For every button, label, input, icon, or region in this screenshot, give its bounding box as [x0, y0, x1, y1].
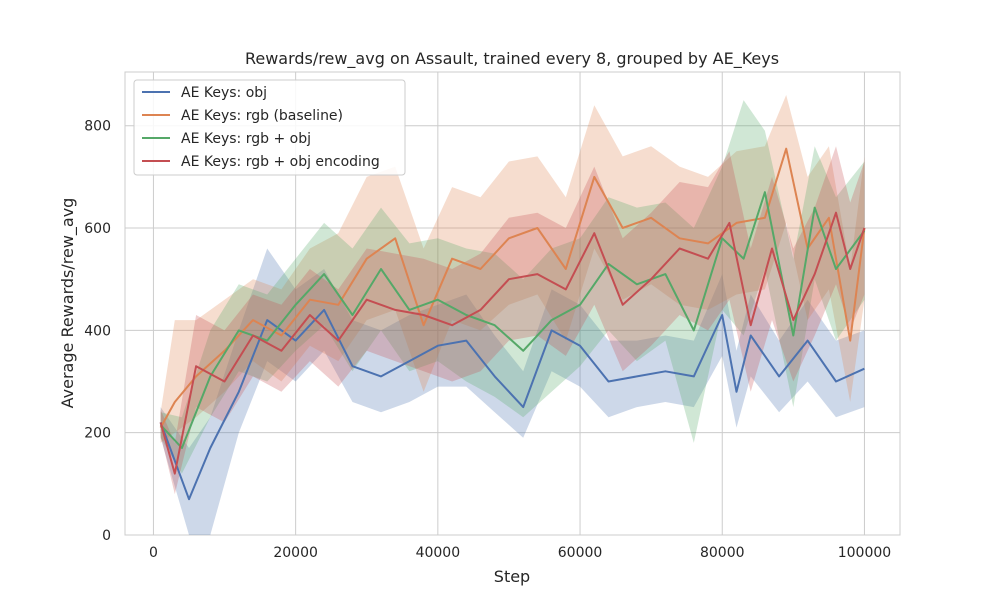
- y-tick-label: 400: [84, 323, 111, 339]
- band-series-3: [160, 146, 865, 495]
- line-series-3: [159, 211, 866, 475]
- band-series-0: [160, 248, 865, 535]
- line-series-0: [159, 308, 865, 501]
- legend: AE Keys: obj AE Keys: rgb (baseline) AE Ke…: [133, 79, 406, 176]
- legend-label: AE Keys: rgb + obj: [181, 131, 311, 147]
- confidence-bands: [160, 95, 865, 535]
- line-series-2: [159, 191, 866, 449]
- legend-box: [133, 79, 406, 176]
- legend-label: AE Keys: rgb + obj encoding: [181, 154, 380, 170]
- y-tick-label: 0: [102, 528, 111, 544]
- x-tick-label: 100000: [838, 545, 891, 561]
- series-lines: [159, 147, 866, 501]
- band-series-2: [160, 100, 865, 474]
- legend-label: AE Keys: rgb (baseline): [181, 108, 343, 124]
- y-tick-label: 800: [84, 119, 111, 135]
- legend-label: AE Keys: obj: [181, 85, 267, 101]
- x-axis-label: Step: [494, 567, 530, 586]
- band-series-1: [160, 95, 865, 443]
- y-tick-label: 200: [84, 426, 111, 442]
- x-tick-label: 0: [149, 545, 158, 561]
- x-axis-ticks: 0 20000 40000 60000 80000 100000: [149, 545, 891, 561]
- y-axis-label: Average Rewards/rew_avg: [58, 198, 78, 409]
- x-tick-label: 40000: [416, 545, 461, 561]
- x-tick-label: 60000: [558, 545, 603, 561]
- y-axis-ticks: 0 200 400 600 800: [84, 119, 111, 544]
- x-tick-label: 80000: [700, 545, 745, 561]
- chart-title: Rewards/rew_avg on Assault, trained ever…: [245, 49, 779, 69]
- line-series-1: [159, 147, 866, 429]
- x-tick-label: 20000: [273, 545, 318, 561]
- y-tick-label: 600: [84, 221, 111, 237]
